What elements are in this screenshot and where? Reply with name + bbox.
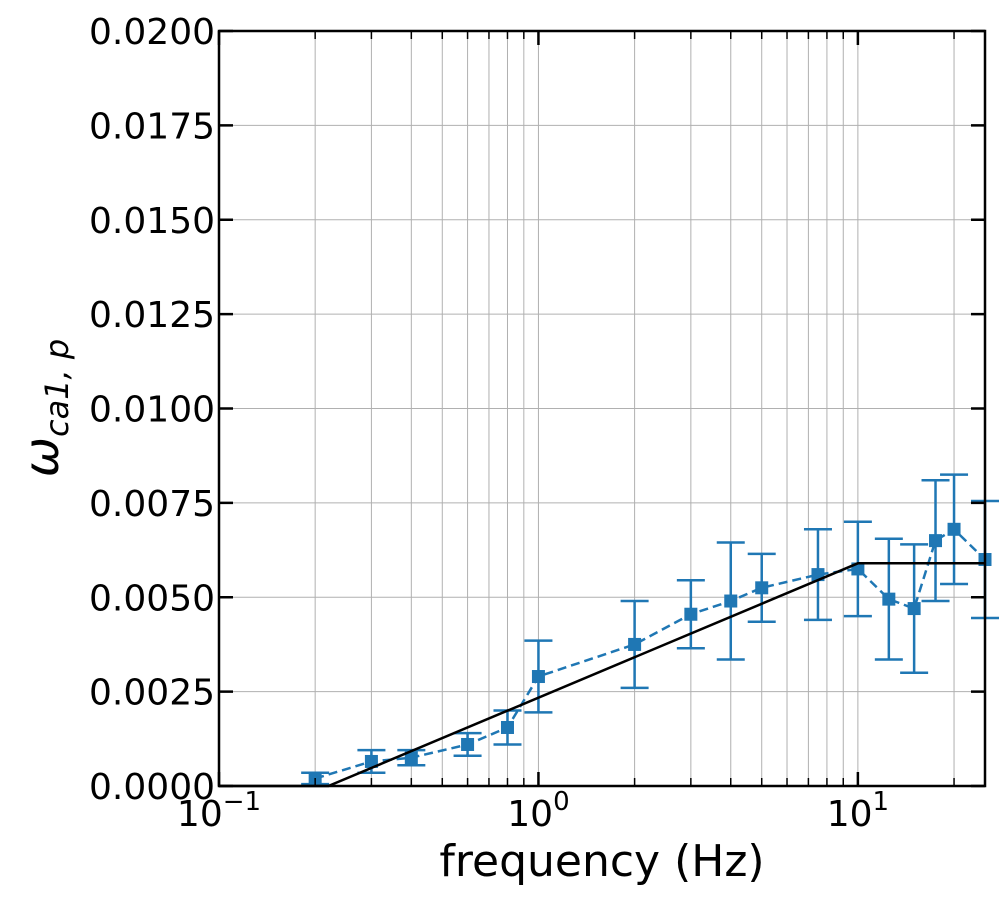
x-tick-label: 101 bbox=[827, 787, 889, 835]
data-point bbox=[882, 592, 896, 606]
data-point bbox=[907, 602, 921, 616]
y-tick-label: 0.0150 bbox=[89, 201, 215, 242]
measured-line bbox=[314, 527, 986, 780]
series-model bbox=[219, 562, 985, 788]
series-layer bbox=[219, 473, 999, 788]
y-axis-label-base: ω bbox=[14, 437, 70, 477]
y-tick-label: 0.0175 bbox=[89, 106, 215, 147]
y-axis-label: ωca1, p bbox=[14, 339, 76, 477]
y-tick-label: 0.0025 bbox=[89, 673, 215, 714]
data-point bbox=[684, 607, 698, 621]
data-point bbox=[500, 720, 514, 734]
data-point bbox=[364, 754, 378, 768]
x-axis-label: frequency (Hz) bbox=[439, 836, 764, 887]
data-point bbox=[461, 737, 475, 751]
data-point bbox=[755, 581, 769, 595]
series-measured bbox=[301, 473, 999, 786]
model-line bbox=[219, 562, 985, 788]
y-tick-label: 0.0000 bbox=[89, 767, 215, 808]
data-point bbox=[947, 522, 961, 536]
y-tick-label: 0.0100 bbox=[89, 390, 215, 431]
y-axis-label-sub: ca1, p bbox=[38, 339, 76, 437]
x-tick-label: 100 bbox=[507, 787, 569, 835]
data-point bbox=[929, 534, 943, 548]
data-point bbox=[628, 637, 642, 651]
y-tick-label: 0.0200 bbox=[89, 12, 215, 53]
data-point bbox=[531, 670, 545, 684]
x-tick-label: 10−1 bbox=[177, 787, 261, 835]
data-point bbox=[724, 594, 738, 608]
y-tick-label: 0.0050 bbox=[89, 578, 215, 619]
y-tick-label: 0.0075 bbox=[89, 484, 215, 525]
data-point bbox=[404, 751, 418, 765]
ticks: 0.0000 0.0025 0.0050 0.0075 0.0100 0.0125 0.01… bbox=[89, 12, 985, 835]
y-tick-label: 0.0125 bbox=[89, 295, 215, 336]
grid bbox=[218, 30, 985, 787]
plot-frame bbox=[217, 29, 987, 788]
